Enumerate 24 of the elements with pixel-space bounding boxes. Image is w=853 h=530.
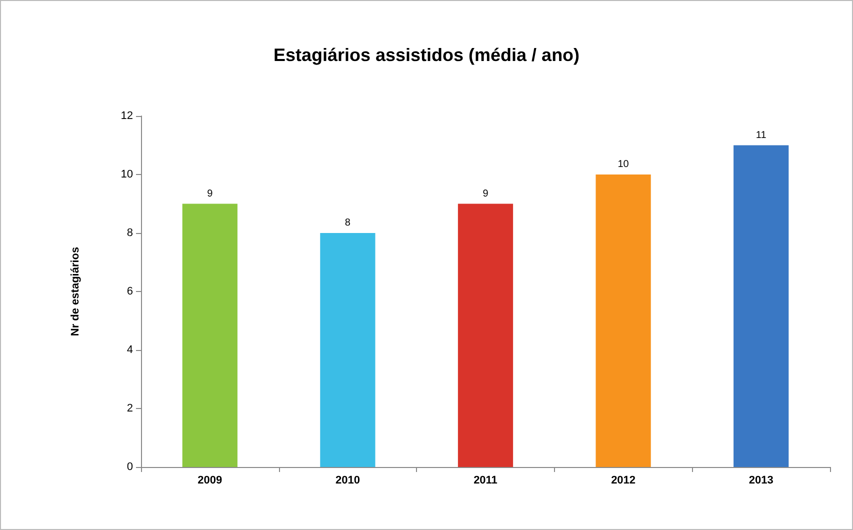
x-tick-label: 2013 <box>748 474 774 486</box>
x-tick-label: 2010 <box>335 474 360 486</box>
y-tick-label: 12 <box>120 110 133 122</box>
data-label: 9 <box>207 188 214 200</box>
x-tick-label: 2011 <box>474 474 498 486</box>
y-axis-title: Nr de estagiários <box>70 246 82 336</box>
y-tick-label: 4 <box>126 344 133 356</box>
chart-title: Estagiários assistidos (média / ano) <box>273 45 580 65</box>
y-tick-label: 0 <box>126 461 133 473</box>
y-tick-label: 10 <box>120 168 133 180</box>
bar <box>458 204 514 467</box>
bar <box>182 204 238 467</box>
data-label: 9 <box>482 188 489 200</box>
bar <box>320 233 376 467</box>
data-label: 10 <box>618 159 630 170</box>
data-label: 8 <box>344 218 351 228</box>
y-tick-label: 2 <box>126 402 133 414</box>
bar <box>596 174 651 467</box>
data-label: 11 <box>756 130 767 141</box>
x-tick-label: 2012 <box>611 474 636 486</box>
y-tick-label: 6 <box>126 286 133 298</box>
y-tick-label: 8 <box>126 227 133 239</box>
bar <box>734 145 789 467</box>
x-tick-label: 2009 <box>198 474 222 486</box>
